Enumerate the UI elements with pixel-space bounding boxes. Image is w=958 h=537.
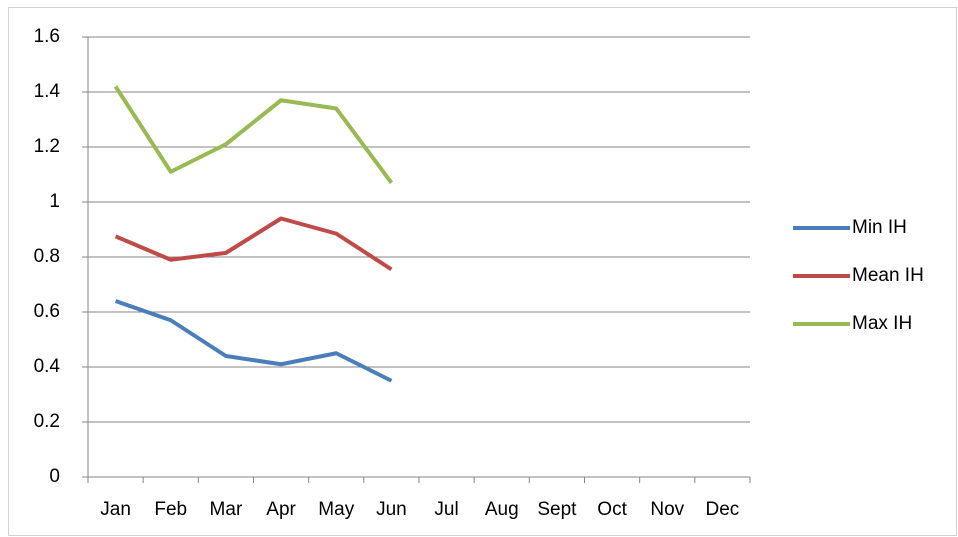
legend-label: Mean IH [852, 265, 924, 286]
series-line [114, 216, 393, 272]
x-tick-label: Jul [434, 499, 458, 520]
x-tick-label: Feb [154, 499, 187, 520]
x-tick-label: Sept [537, 499, 577, 520]
x-tick-label: May [318, 499, 354, 520]
y-tick-label: 1.6 [34, 26, 60, 47]
x-tick-label: Apr [266, 499, 296, 520]
x-tick-label: Aug [485, 499, 519, 520]
y-tick-label: 0.2 [34, 411, 60, 432]
legend-label: Max IH [852, 313, 912, 334]
y-tick-label: 0.6 [34, 301, 60, 322]
y-tick-label: 0 [49, 466, 60, 487]
y-tick-label: 1.2 [34, 136, 60, 157]
x-tick-label: Oct [597, 499, 627, 520]
series-line [113, 85, 394, 184]
x-tick-label: Jun [376, 499, 407, 520]
x-tick-label: Jan [100, 499, 131, 520]
chart-frame [8, 7, 957, 536]
series-line [114, 299, 393, 383]
y-tick-label: 1 [49, 191, 60, 212]
y-tick-label: 1.4 [34, 81, 61, 102]
x-tick-label: Dec [706, 499, 740, 520]
y-tick-label: 0.8 [34, 246, 60, 267]
legend-label: Min IH [852, 217, 907, 238]
x-tick-label: Mar [210, 499, 243, 520]
y-tick-label: 0.4 [34, 356, 61, 377]
x-tick-label: Nov [650, 499, 684, 520]
